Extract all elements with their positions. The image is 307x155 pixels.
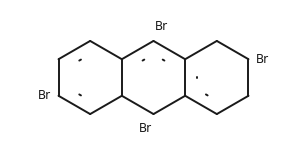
Text: Br: Br xyxy=(139,122,152,135)
Text: Br: Br xyxy=(256,53,269,66)
Text: Br: Br xyxy=(38,89,51,102)
Text: Br: Br xyxy=(155,20,168,33)
